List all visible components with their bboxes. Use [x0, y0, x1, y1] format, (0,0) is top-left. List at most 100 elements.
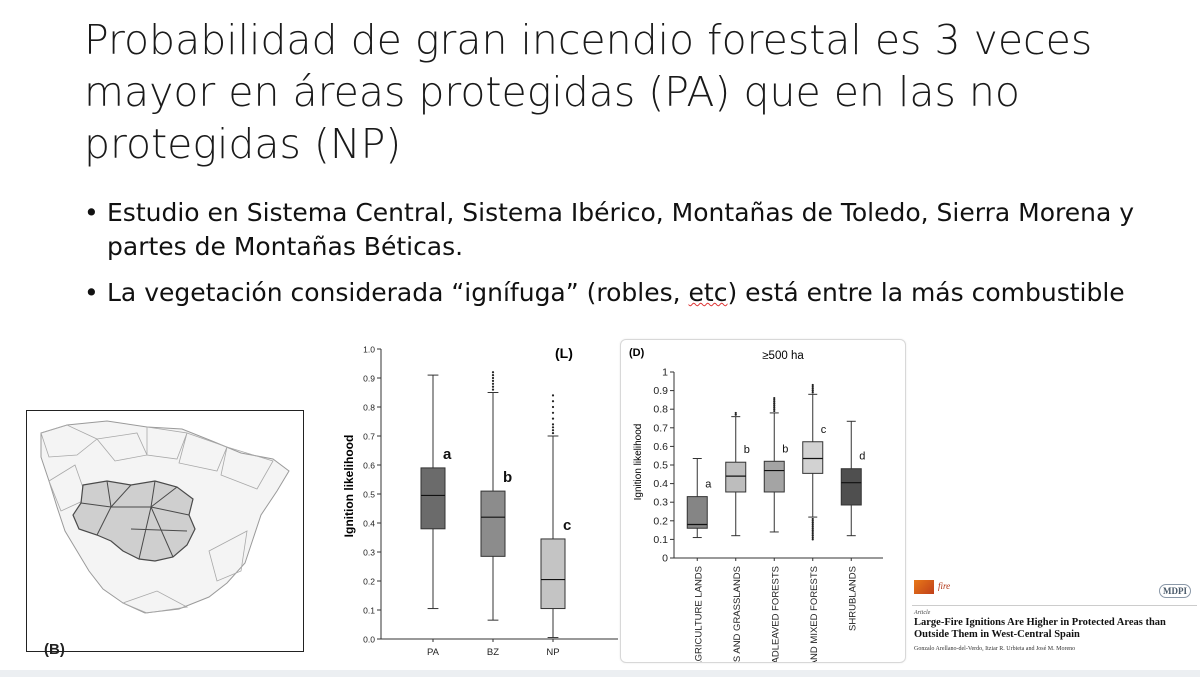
outlier-point: [811, 529, 814, 532]
outlier-point: [773, 406, 776, 409]
chart-panel-d: (D) ≥500 ha Ignition likelihood 0 0.1 0.2 0…: [620, 339, 906, 677]
y-tick-label: 0.7: [653, 422, 668, 434]
outlier-point: [551, 411, 555, 414]
outlier-point: [773, 409, 776, 413]
outlier-point: [491, 382, 495, 385]
outlier-point: [734, 413, 737, 416]
bullet-dot: •: [84, 198, 99, 227]
y-tick-label: 1: [662, 367, 668, 379]
bullet-item: • Estudio en Sistema Central, Sistema Ib…: [84, 196, 1164, 264]
outlier-point: [551, 429, 555, 432]
significance-letter: b: [782, 443, 788, 455]
y-tick-label: 0.6: [363, 461, 375, 471]
chart-panel-label: (L): [555, 345, 573, 361]
y-tick-label: 0.9: [363, 374, 375, 384]
boxplot-chart-vegetation: (D) ≥500 ha Ignition likelihood 0 0.1 0.2 0…: [629, 347, 883, 677]
y-tick-label: 0.4: [363, 519, 375, 529]
chart-subtitle: ≥500 ha: [762, 350, 804, 362]
outlier-point: [811, 534, 814, 537]
outlier-point: [734, 411, 737, 415]
outlier-point: [551, 417, 555, 420]
outlier-point: [491, 385, 495, 388]
outlier-point: [773, 402, 776, 405]
outlier-point: [811, 523, 814, 526]
outlier-point: [811, 527, 814, 530]
chart-panel-label: (D): [629, 347, 645, 359]
article-type: Article: [914, 610, 931, 616]
outlier-point: [551, 432, 555, 435]
significance-letter: b: [503, 469, 512, 486]
significance-letter: c: [821, 424, 827, 436]
y-axis-label: Ignition likelihood: [342, 435, 356, 538]
y-tick-label: 0.8: [363, 403, 375, 413]
outlier-point: [811, 389, 814, 392]
outlier-point: [491, 376, 495, 380]
y-tick-label: 0.1: [653, 534, 668, 546]
y-tick-label: 0: [662, 553, 668, 565]
outlier-point: [811, 391, 814, 394]
significance-letter: d: [859, 451, 865, 463]
y-tick-label: 0.5: [653, 460, 668, 472]
significance-letter: b: [744, 444, 750, 456]
x-category-label: SHRUBLANDS: [847, 566, 858, 631]
y-tick-label: 0.4: [653, 478, 668, 490]
paper-reference: fire MDPI Article Large-Fire Ignitions A…: [912, 576, 1197, 666]
journal-logo: [914, 580, 934, 594]
outlier-point: [551, 426, 555, 429]
outlier-point: [811, 519, 814, 522]
journal-name: fire: [938, 581, 951, 591]
boxplot-chart-protection: (L) Ignition likelihood 0.0 0.1 0.2 0.3 0.4 0…: [342, 345, 618, 658]
outlier-point: [811, 521, 814, 524]
outlier-point: [811, 525, 814, 528]
y-tick-label: 0.2: [653, 515, 668, 527]
divider: [912, 605, 1197, 606]
outlier-point: [773, 398, 776, 401]
box-iqr: [420, 467, 446, 530]
outlier-point: [811, 517, 814, 521]
x-category-label: BROADLEAVED FORESTS: [770, 566, 781, 662]
y-tick-label: 0.8: [653, 404, 668, 416]
y-tick-label: 0.1: [363, 606, 375, 616]
y-tick-label: 0.2: [363, 577, 375, 587]
box-iqr: [840, 468, 862, 506]
x-category-label: NP: [546, 647, 559, 658]
slide-title: Probabilidad de gran incendio forestal e…: [84, 16, 1093, 168]
slide-bottom-edge: [0, 670, 1200, 677]
y-tick-label: 0.3: [653, 497, 668, 509]
x-category-label: AGRICULTURE LANDS: [693, 566, 704, 662]
outlier-point: [551, 394, 555, 397]
x-category-label: PA: [427, 647, 440, 658]
outlier-point: [811, 530, 814, 534]
spellcheck-word: etc: [688, 278, 728, 307]
y-tick-label: 0.7: [363, 432, 375, 442]
bullet-text-start: La vegetación considerada “ignífuga” (ro…: [107, 278, 689, 307]
x-category-label: BZ: [487, 647, 499, 658]
outlier-point: [811, 538, 814, 541]
y-tick-label: 0.5: [363, 490, 375, 500]
y-tick-label: 0.9: [653, 385, 668, 397]
outlier-point: [551, 405, 555, 409]
y-tick-label: 0.0: [363, 635, 375, 645]
outlier-point: [811, 532, 814, 535]
outlier-point: [491, 374, 495, 377]
outlier-point: [811, 385, 814, 388]
box-iqr: [480, 490, 506, 557]
bullet-dot: •: [84, 278, 99, 307]
bullet-text-end: ) está entre la más combustible: [727, 278, 1125, 307]
y-tick-label: 0.3: [363, 548, 375, 558]
box-iqr: [802, 441, 824, 474]
bullet-list: • Estudio en Sistema Central, Sistema Ib…: [84, 196, 1164, 322]
paper-authors: Gonzalo Arellano-del-Verdo, Itziar R. Ur…: [914, 646, 1076, 652]
bullet-item: • La vegetación considerada “ignífuga” (…: [84, 276, 1164, 310]
x-category-label: DEHESAS AND GRASSLANDS: [732, 566, 743, 662]
paper-title: Large-Fire Ignitions Are Higher in Prote…: [914, 617, 1166, 640]
spain-map-drawing: [40, 420, 290, 614]
y-tick-label: 1.0: [363, 345, 375, 355]
box-iqr: [725, 461, 747, 493]
box-iqr: [686, 496, 708, 529]
y-axis-label: Ignition likelihood: [633, 424, 644, 501]
map-panel-label: (B): [44, 641, 65, 658]
outlier-point: [491, 388, 495, 391]
outlier-point: [551, 400, 555, 403]
significance-letter: a: [443, 446, 452, 463]
